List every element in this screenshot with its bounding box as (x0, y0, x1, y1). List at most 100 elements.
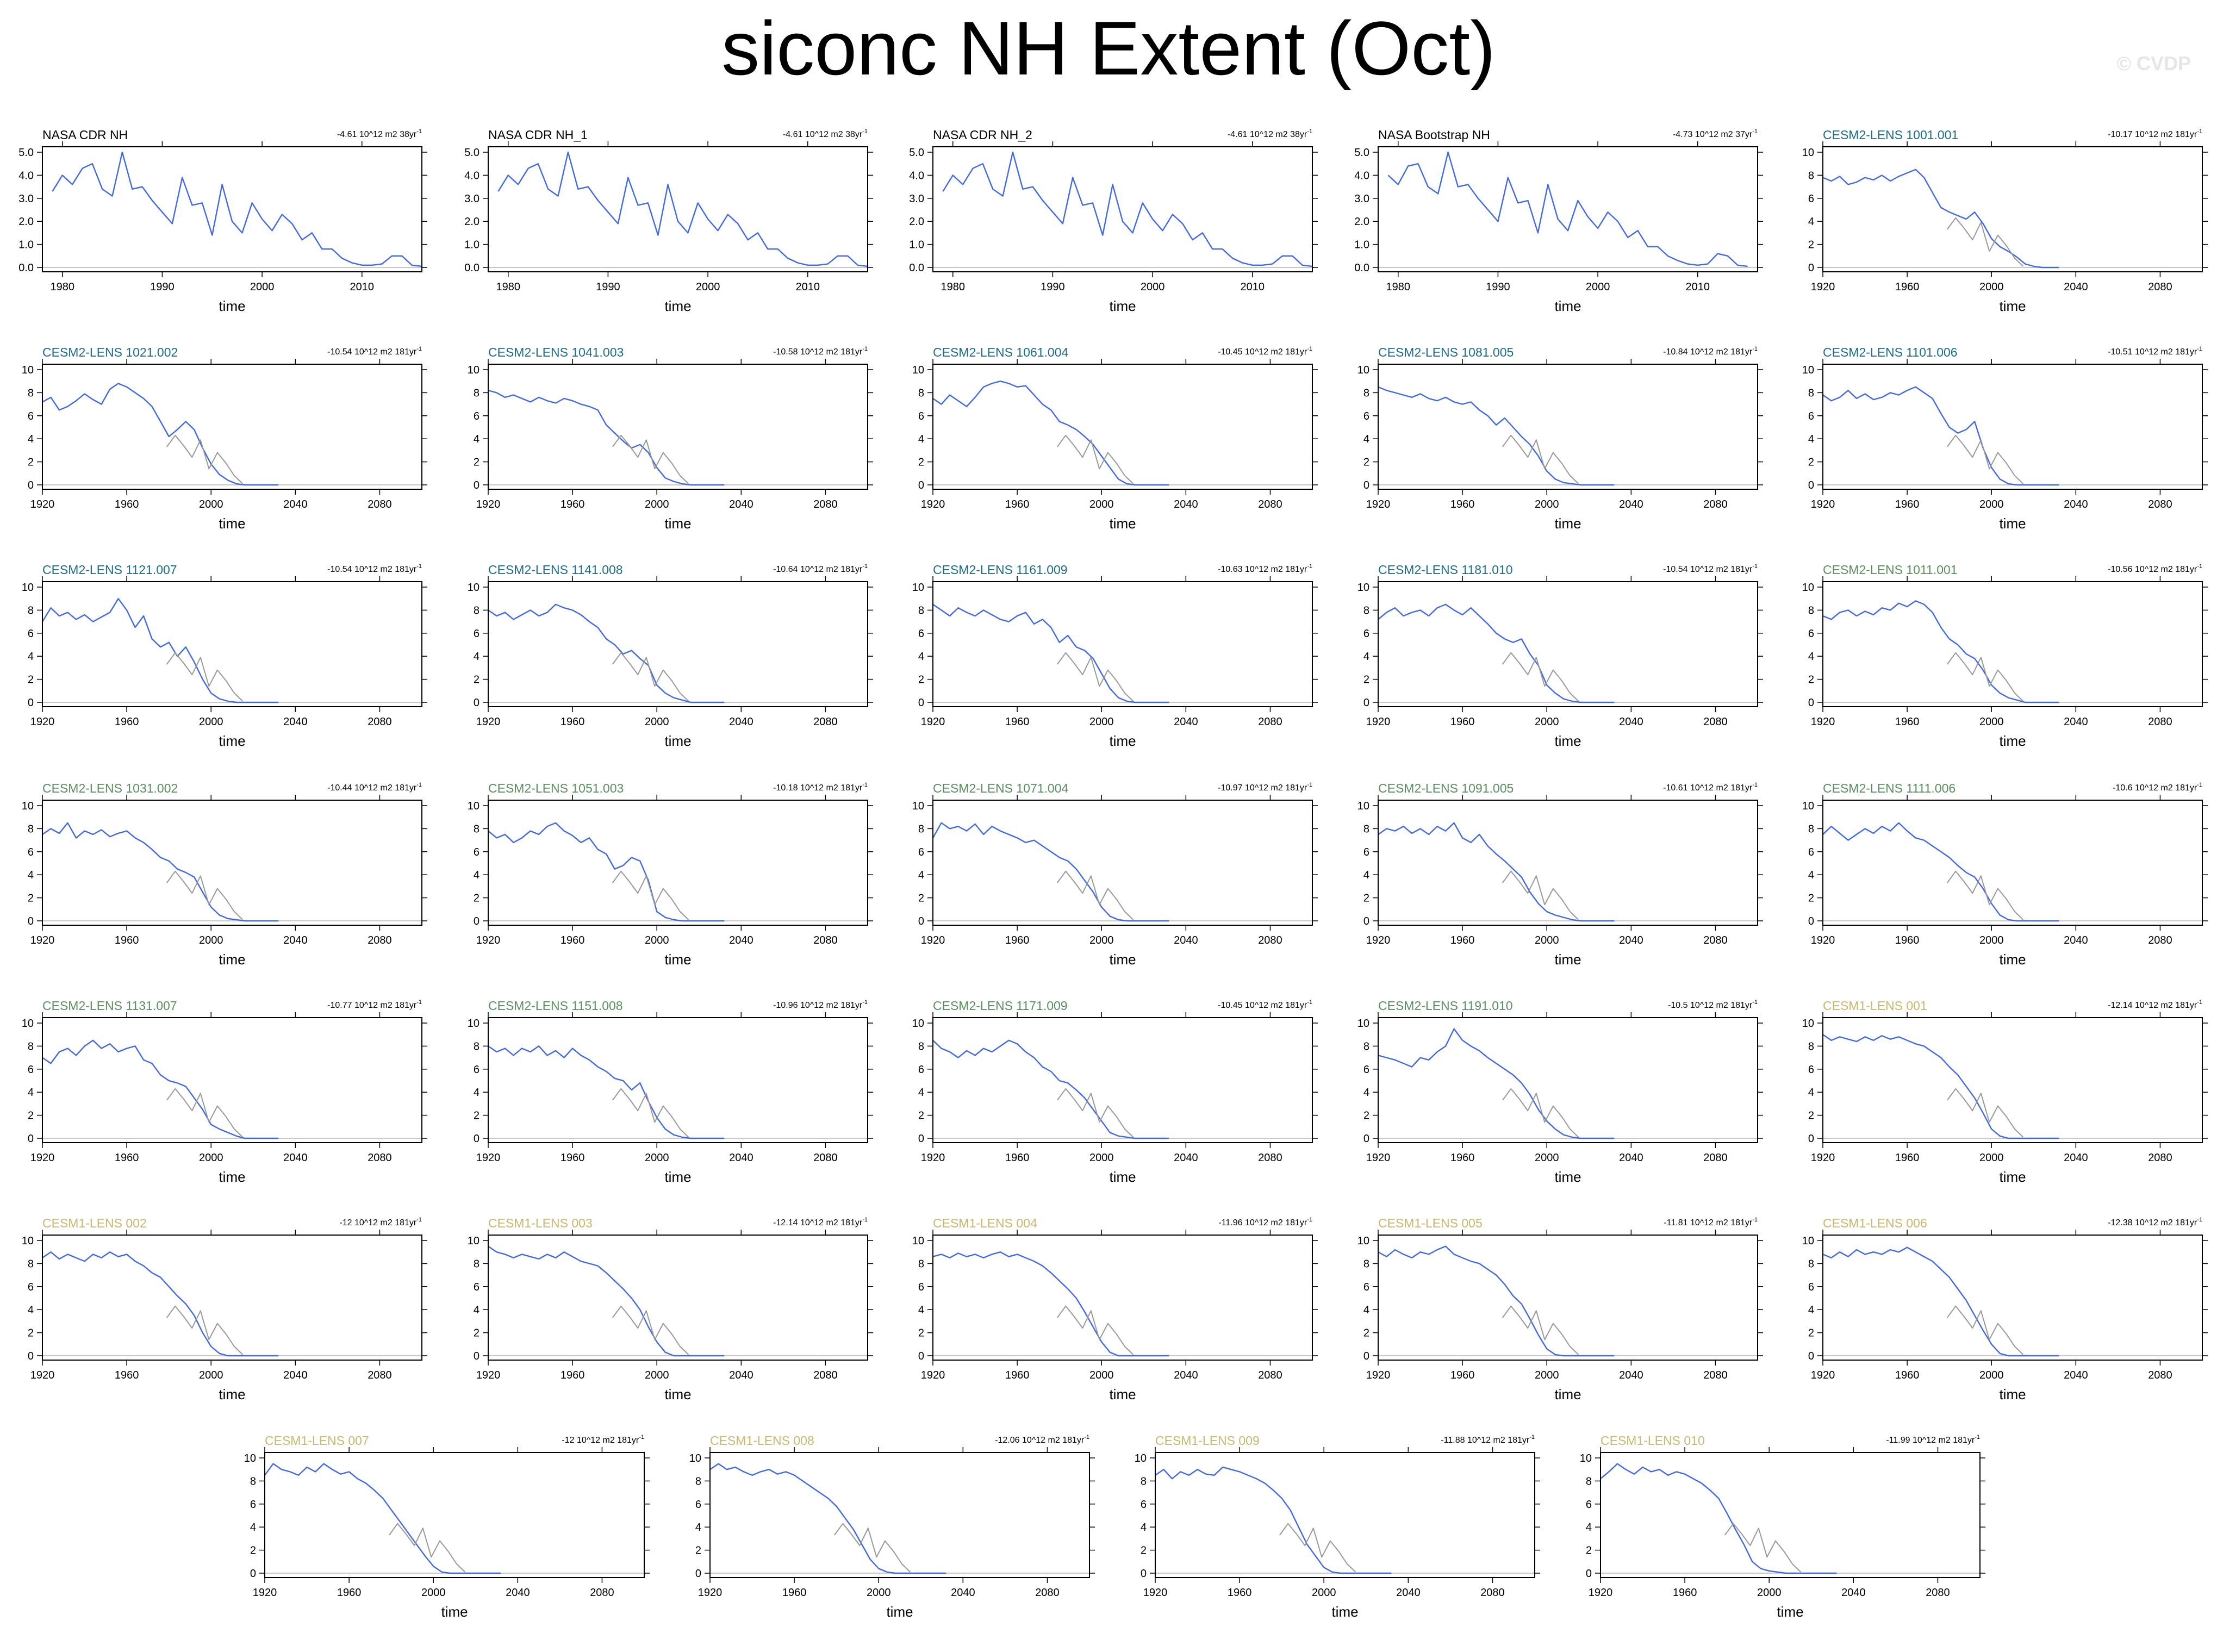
y-tick-label: 8 (474, 823, 479, 835)
x-axis-label: time (1554, 515, 1581, 532)
x-axis-label: time (664, 1386, 691, 1402)
y-tick-label: 4 (1141, 1522, 1147, 1533)
y-tick-label: 4 (474, 1087, 479, 1099)
x-tick-label: 1960 (115, 716, 139, 728)
x-tick-label: 1960 (1895, 281, 1920, 293)
y-tick-label: 0 (695, 1568, 701, 1580)
y-tick-label: 1.0 (464, 239, 479, 251)
chart-panel: CESM1-LENS 002 -12 10^12 m2 181yr-1 1920 19… (22, 1216, 427, 1402)
x-tick-label: 2080 (1703, 498, 1728, 510)
chart-title: CESM2-LENS 1191.010 (1378, 999, 1513, 1013)
y-tick-label: 0 (1363, 1350, 1369, 1362)
plot-area: CESM2-LENS 1101.006 -10.51 10^12 m2 181yr… (1802, 345, 2208, 532)
trend-superscript: -1 (1084, 1434, 1089, 1441)
y-tick-label: 6 (1363, 1064, 1369, 1076)
plot-frame (1822, 581, 2203, 707)
plot-area: CESM1-LENS 009 -11.88 10^12 m2 181yr-1 192… (1135, 1433, 1540, 1620)
x-axis-label: time (1999, 1386, 2026, 1402)
y-tick-label: 8 (474, 604, 479, 616)
y-tick-label: 6 (28, 1064, 34, 1076)
trend-label: -12.14 10^12 m2 181yr-1 (773, 1217, 868, 1227)
x-tick-label: 1990 (1486, 281, 1510, 293)
x-tick-label: 2040 (2064, 1369, 2088, 1381)
y-tick-label: 4 (474, 1304, 479, 1316)
y-tick-label: 0 (918, 915, 924, 927)
ensemble-series-line (1387, 151, 1748, 267)
trend-label: -11.81 10^12 m2 181yr-1 (1664, 1217, 1758, 1227)
x-tick-label: 2080 (2148, 498, 2172, 510)
plot-frame (932, 146, 1313, 272)
y-tick-label: 8 (918, 823, 924, 835)
trend-superscript: -1 (1752, 346, 1758, 352)
chart-title: CESM2-LENS 1041.003 (488, 345, 624, 359)
x-tick-label: 1920 (30, 1152, 55, 1164)
trend-label: -4.61 10^12 m2 38yr-1 (783, 128, 868, 139)
x-tick-label: 1920 (1366, 498, 1391, 510)
x-tick-label: 1920 (1811, 1369, 1835, 1381)
chart-title: CESM2-LENS 1171.009 (933, 999, 1068, 1013)
trend-superscript: -1 (2197, 346, 2202, 352)
x-tick-label: 2000 (1535, 934, 1559, 946)
ensemble-series-line (1378, 1245, 1615, 1357)
chart-title: CESM1-LENS 004 (933, 1216, 1037, 1230)
y-tick-label: 4 (1363, 869, 1369, 881)
x-axis-label: time (664, 298, 691, 314)
trend-superscript: -1 (416, 563, 422, 570)
y-tick-label: 8 (918, 604, 924, 616)
y-tick-label: 10 (912, 1235, 924, 1247)
y-tick-label: 2 (1363, 893, 1369, 905)
y-tick-label: 10 (468, 1018, 479, 1030)
y-tick-label: 2 (1363, 1110, 1369, 1122)
x-tick-label: 2000 (1089, 716, 1114, 728)
x-tick-label: 2000 (645, 498, 669, 510)
observed-series-line (166, 1305, 244, 1355)
ensemble-series-line (1822, 1246, 2059, 1357)
x-tick-label: 2040 (1174, 934, 1198, 946)
observed-series-line (388, 1523, 466, 1573)
y-tick-label: 6 (1808, 193, 1814, 205)
x-tick-label: 2040 (2064, 1152, 2088, 1164)
y-tick-label: 8 (474, 1258, 479, 1270)
plot-area: CESM2-LENS 1031.002 -10.44 10^12 m2 181yr… (22, 781, 427, 968)
y-tick-label: 10 (912, 364, 924, 376)
y-tick-label: 8 (474, 387, 479, 399)
plot-frame (932, 800, 1313, 926)
y-tick-label: 6 (28, 628, 34, 640)
x-tick-label: 2040 (2064, 716, 2088, 728)
trend-label: -10.54 10^12 m2 181yr-1 (327, 563, 422, 574)
y-tick-label: 8 (1808, 170, 1814, 182)
x-axis-label: time (1999, 1169, 2026, 1185)
trend-superscript: -1 (1307, 1217, 1312, 1223)
trend-label: -10.58 10^12 m2 181yr-1 (773, 346, 868, 357)
y-tick-label: 6 (1363, 628, 1369, 640)
y-tick-label: 8 (474, 1040, 479, 1052)
trend-superscript: -1 (862, 346, 868, 352)
x-tick-label: 2000 (1535, 716, 1559, 728)
chart-panel: CESM2-LENS 1151.008 -10.96 10^12 m2 181yr… (468, 999, 873, 1185)
trend-superscript: -1 (2197, 128, 2202, 135)
x-tick-label: 2040 (729, 1152, 753, 1164)
x-tick-label: 1920 (698, 1587, 723, 1599)
y-tick-label: 2 (474, 1327, 479, 1339)
chart-title: CESM2-LENS 1001.001 (1823, 128, 1958, 142)
ensemble-series-line (1378, 386, 1615, 486)
ensemble-series-line (1822, 1034, 2059, 1139)
plot-frame (1822, 800, 2203, 926)
y-tick-label: 4.0 (464, 170, 479, 182)
x-tick-label: 1920 (1811, 498, 1835, 510)
x-tick-label: 2040 (1174, 1152, 1198, 1164)
y-tick-label: 2 (1363, 674, 1369, 686)
y-tick-label: 8 (28, 387, 34, 399)
trend-superscript: -1 (862, 1217, 868, 1223)
plot-frame (488, 800, 868, 926)
observed-series-line (1724, 1523, 1802, 1573)
y-tick-label: 2 (918, 457, 924, 469)
x-tick-label: 2080 (590, 1587, 614, 1599)
trend-label: -10.96 10^12 m2 181yr-1 (773, 999, 868, 1010)
plot-frame (932, 1017, 1313, 1143)
x-axis-label: time (1777, 1604, 1803, 1620)
y-tick-label: 1.0 (909, 239, 924, 251)
trend-superscript: -1 (1307, 999, 1312, 1006)
x-tick-label: 2000 (1979, 498, 2004, 510)
trend-label: -10.45 10^12 m2 181yr-1 (1218, 999, 1312, 1010)
